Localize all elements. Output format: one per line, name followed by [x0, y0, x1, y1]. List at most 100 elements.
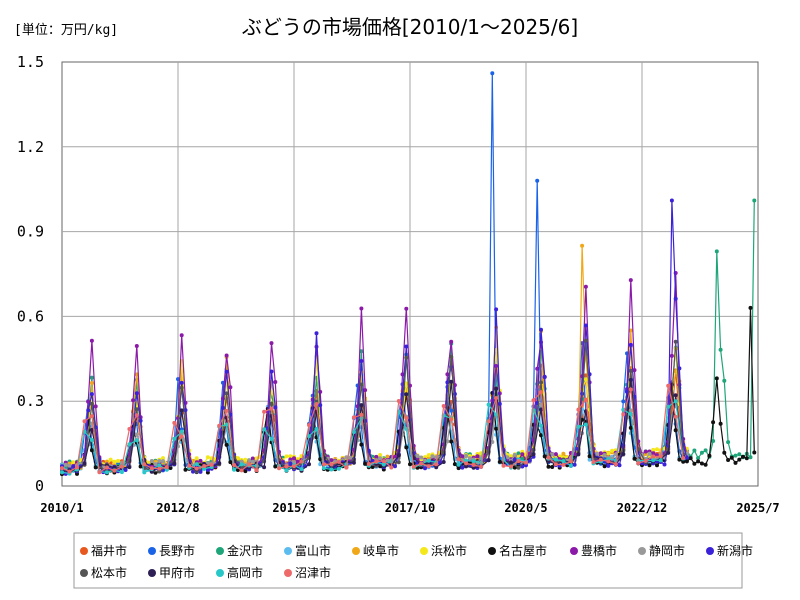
- data-point: [269, 406, 274, 411]
- data-point: [550, 452, 555, 457]
- data-point: [490, 440, 495, 444]
- data-point: [224, 391, 229, 396]
- data-point: [205, 467, 210, 472]
- data-point: [464, 458, 469, 463]
- data-point: [123, 468, 128, 472]
- data-point: [505, 455, 510, 460]
- data-point: [288, 454, 293, 459]
- data-point: [359, 412, 364, 417]
- data-point: [179, 434, 184, 439]
- data-point: [243, 457, 248, 462]
- data-point: [449, 439, 454, 444]
- data-point: [752, 198, 757, 203]
- data-point: [494, 364, 499, 368]
- data-point: [378, 456, 383, 461]
- data-point: [254, 468, 259, 473]
- data-point: [583, 422, 588, 427]
- data-point: [467, 456, 472, 461]
- data-point: [486, 402, 491, 407]
- y-tick-label: 0: [35, 477, 44, 495]
- data-point: [628, 377, 633, 382]
- data-point: [606, 463, 611, 468]
- data-point: [546, 464, 551, 469]
- data-point: [632, 368, 637, 373]
- data-point: [116, 458, 121, 463]
- x-tick-label: 2025/7: [736, 501, 779, 515]
- data-point: [449, 408, 454, 413]
- data-point: [404, 355, 409, 360]
- data-point: [748, 305, 753, 310]
- data-point: [67, 469, 72, 474]
- data-point: [75, 465, 79, 470]
- data-point: [232, 467, 237, 472]
- data-point: [520, 456, 525, 460]
- data-point: [666, 404, 671, 409]
- data-point: [228, 460, 233, 465]
- data-point: [284, 468, 289, 473]
- data-point: [621, 412, 626, 417]
- data-point: [127, 465, 132, 470]
- data-point: [363, 388, 368, 393]
- legend-item: 甲府市: [148, 565, 195, 580]
- data-point: [744, 456, 749, 461]
- data-point: [280, 461, 285, 465]
- data-point: [104, 470, 109, 475]
- data-point: [628, 425, 633, 430]
- data-point: [718, 421, 723, 426]
- legend-label: 浜松市: [431, 543, 467, 558]
- data-point: [82, 419, 87, 424]
- data-point: [651, 458, 656, 463]
- data-point: [441, 404, 446, 408]
- data-point: [60, 466, 64, 471]
- data-point: [179, 429, 184, 434]
- data-point: [539, 407, 543, 412]
- data-point: [172, 436, 177, 441]
- data-point: [568, 459, 573, 464]
- data-point: [89, 414, 94, 419]
- data-point: [583, 338, 588, 343]
- data-point: [224, 353, 229, 358]
- legend-marker: [216, 547, 224, 555]
- data-point: [494, 307, 499, 312]
- data-point: [696, 459, 701, 464]
- data-point: [381, 459, 386, 464]
- data-point: [426, 458, 431, 463]
- data-point: [527, 458, 532, 463]
- data-point: [217, 423, 222, 428]
- data-point: [539, 423, 543, 428]
- data-point: [688, 456, 693, 461]
- data-point: [583, 323, 588, 328]
- legend-label: 福井市: [91, 543, 127, 558]
- data-point: [456, 462, 461, 467]
- data-point: [205, 455, 210, 460]
- x-tick-label: 2022/12: [617, 501, 668, 515]
- data-point: [310, 397, 315, 402]
- data-point: [262, 409, 267, 414]
- legend-marker: [420, 547, 428, 555]
- data-point: [752, 450, 757, 455]
- data-point: [359, 403, 364, 408]
- data-point: [329, 462, 334, 467]
- data-point: [359, 306, 364, 311]
- data-point: [359, 349, 364, 354]
- data-point: [224, 442, 229, 447]
- data-point: [108, 457, 113, 462]
- legend-marker: [80, 547, 88, 555]
- data-point: [134, 407, 139, 412]
- data-point: [621, 399, 626, 404]
- data-point: [247, 462, 252, 467]
- data-point: [587, 457, 592, 462]
- data-point: [598, 457, 603, 462]
- data-point: [628, 387, 633, 392]
- y-axis-ticks: 0 0.3 0.6 0.9 1.2 1.5: [17, 53, 44, 495]
- data-point: [684, 455, 689, 460]
- data-point: [307, 423, 311, 428]
- legend-item: 高岡市: [216, 565, 263, 580]
- data-point: [149, 459, 154, 463]
- data-point: [284, 464, 289, 469]
- data-point: [112, 468, 117, 473]
- data-point: [651, 451, 656, 456]
- data-point: [486, 458, 491, 463]
- data-point: [666, 383, 671, 388]
- data-point: [568, 463, 573, 468]
